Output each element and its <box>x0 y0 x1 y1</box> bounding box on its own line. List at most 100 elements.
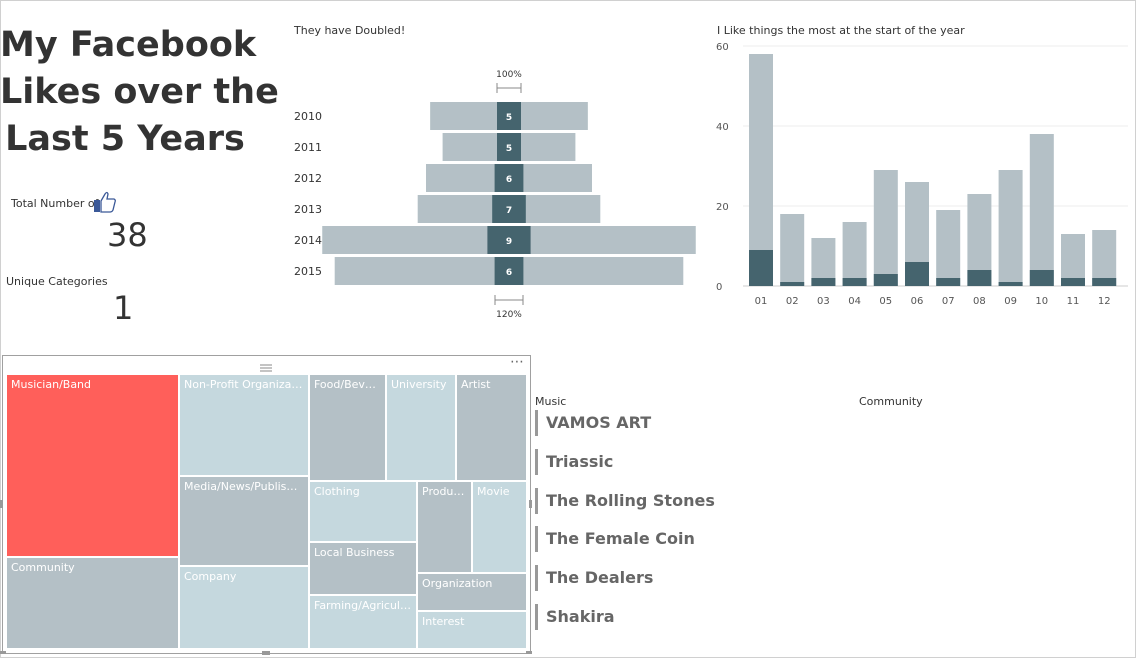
year-label-2014: 2014 <box>294 234 322 247</box>
title-line-3: Last 5 Years <box>5 119 245 159</box>
xtick-label-11: 11 <box>1067 296 1080 307</box>
slicer-item-dealers[interactable]: The Dealers <box>535 565 653 591</box>
year-bar-chart[interactable]: 2010 5 2011 5 2012 6 2013 7 2014 9 2015 6 100% 120% <box>285 60 705 325</box>
xtick-label-02: 02 <box>786 296 799 307</box>
treemap-cell-musician-band[interactable]: Musician/Band <box>6 374 179 557</box>
xtick-label-08: 08 <box>973 296 986 307</box>
year-value-label-2012: 6 <box>506 175 512 185</box>
month-total-bar-11 <box>1061 234 1085 286</box>
treemap-cell-non-profit[interactable]: Non-Profit Organization <box>179 374 309 476</box>
treemap-cell-community[interactable]: Community <box>6 557 179 649</box>
year-label-2015: 2015 <box>294 265 322 278</box>
resize-corner-bl[interactable] <box>0 651 6 654</box>
page-title: My Facebook Likes over the Last 5 Years <box>0 22 279 163</box>
month-total-bar-09 <box>998 170 1023 286</box>
treemap-cell-university[interactable]: University <box>386 374 456 481</box>
xtick-label-05: 05 <box>879 296 892 307</box>
month-highlight-bar-08 <box>967 270 992 286</box>
month-highlight-bar-01 <box>749 250 773 286</box>
month-highlight-bar-07 <box>936 278 961 286</box>
ytick-label-60: 60 <box>716 42 729 53</box>
month-highlight-bar-05 <box>873 274 898 286</box>
month-highlight-bar-04 <box>842 278 867 286</box>
treemap-cell-movie[interactable]: Movie <box>472 481 527 573</box>
year-value-label-2014: 9 <box>506 237 512 247</box>
treemap-cell-media-news[interactable]: Media/News/Publishing <box>179 476 309 566</box>
year-value-label-2011: 5 <box>506 144 512 154</box>
year-highlight-bar-2010 <box>497 102 521 130</box>
resize-handle-right[interactable] <box>529 500 532 508</box>
year-label-2012: 2012 <box>294 172 322 185</box>
year-value-label-2010: 5 <box>506 113 512 123</box>
treemap-cell-product[interactable]: Product... <box>417 481 472 573</box>
year-highlight-bar-2015 <box>494 257 524 285</box>
xtick-label-06: 06 <box>911 296 924 307</box>
month-chart-title: I Like things the most at the start of t… <box>717 24 965 37</box>
year-value-label-2013: 7 <box>506 206 512 216</box>
year-highlight-bar-2014 <box>487 226 531 254</box>
unique-categories-label: Unique Categories <box>6 275 108 288</box>
slicer-item-rolling-stones[interactable]: The Rolling Stones <box>535 488 715 514</box>
month-highlight-bar-11 <box>1061 278 1085 286</box>
slicer-item-vamos-art[interactable]: VAMOS ART <box>535 410 651 436</box>
treemap-cell-clothing[interactable]: Clothing <box>309 481 417 542</box>
month-total-bar-02 <box>780 214 805 286</box>
xtick-label-04: 04 <box>848 296 861 307</box>
annotation-top: 100% <box>496 70 522 80</box>
ytick-label-40: 40 <box>716 122 729 133</box>
month-highlight-bar-10 <box>1029 270 1054 286</box>
year-highlight-bar-2013 <box>492 195 526 223</box>
month-total-bar-07 <box>936 210 961 286</box>
xtick-label-09: 09 <box>1004 296 1017 307</box>
treemap-cell-farming[interactable]: Farming/Agriculture <box>309 595 417 649</box>
year-highlight-bar-2011 <box>497 133 521 161</box>
month-highlight-bar-03 <box>811 278 836 286</box>
xtick-label-12: 12 <box>1098 296 1111 307</box>
month-column-chart[interactable]: 0 20 40 60 01 02 03 04 05 06 07 08 09 10 11 12 <box>700 36 1130 316</box>
xtick-label-03: 03 <box>817 296 830 307</box>
annotation-bottom: 120% <box>496 310 522 320</box>
title-line-1: My Facebook <box>0 25 257 65</box>
xtick-label-01: 01 <box>755 296 768 307</box>
treemap-cell-local-business[interactable]: Local Business <box>309 542 417 595</box>
year-value-label-2015: 6 <box>506 268 512 278</box>
drag-handle-icon[interactable] <box>258 357 274 372</box>
year-label-2013: 2013 <box>294 203 322 216</box>
treemap-cell-organization[interactable]: Organization <box>417 573 527 611</box>
month-total-bar-10 <box>1029 134 1054 286</box>
year-label-2011: 2011 <box>294 141 322 154</box>
more-options-icon[interactable]: ⋯ <box>510 354 524 370</box>
resize-handle-left[interactable] <box>0 500 3 508</box>
year-chart-title: They have Doubled! <box>294 24 406 37</box>
ytick-label-20: 20 <box>716 202 729 213</box>
slicer-item-shakira[interactable]: Shakira <box>535 604 615 630</box>
title-line-2: Likes over the <box>0 72 279 112</box>
total-likes-label: Total Number of <box>11 197 99 210</box>
month-highlight-bar-09 <box>998 282 1023 286</box>
month-highlight-bar-02 <box>780 282 805 286</box>
year-label-2010: 2010 <box>294 110 322 123</box>
treemap-cell-company[interactable]: Company <box>179 566 309 649</box>
slicer-item-triassic[interactable]: Triassic <box>535 449 613 475</box>
treemap-cell-artist[interactable]: Artist <box>456 374 527 481</box>
slicer-item-female-coin[interactable]: The Female Coin <box>535 526 695 552</box>
xtick-label-10: 10 <box>1035 296 1048 307</box>
month-highlight-bar-12 <box>1092 278 1117 286</box>
treemap-cell-food-beverage[interactable]: Food/Bevera... <box>309 374 386 481</box>
resize-handle-bottom[interactable] <box>262 651 270 655</box>
year-highlight-bar-2012 <box>494 164 524 192</box>
treemap-cell-interest[interactable]: Interest <box>417 611 527 649</box>
ytick-label-0: 0 <box>716 282 722 293</box>
month-total-bar-12 <box>1092 230 1117 286</box>
unique-categories-value: 1 <box>113 289 134 327</box>
month-highlight-bar-06 <box>905 262 929 286</box>
month-total-bar-01 <box>749 54 773 286</box>
community-slicer-header: Community <box>859 395 923 408</box>
month-total-bar-05 <box>873 170 898 286</box>
resize-corner-br[interactable] <box>526 651 532 654</box>
thumbs-up-icon <box>93 191 117 213</box>
total-likes-value: 38 <box>107 216 148 254</box>
xtick-label-07: 07 <box>942 296 955 307</box>
music-slicer-header: Music <box>535 395 567 408</box>
month-total-bar-04 <box>842 222 867 286</box>
